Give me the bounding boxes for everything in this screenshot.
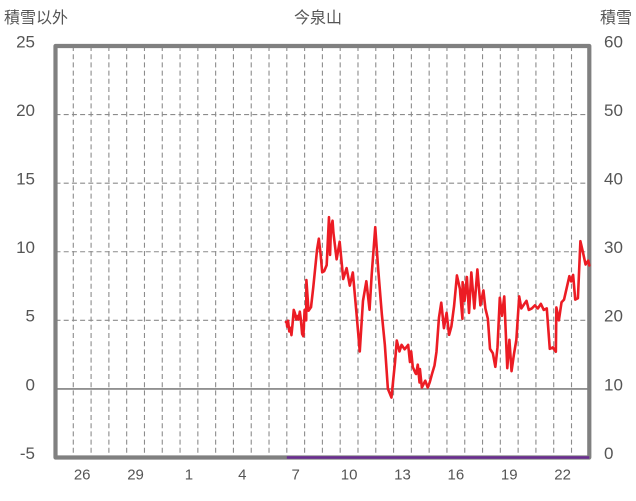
svg-text:16: 16 xyxy=(448,467,465,484)
svg-text:19: 19 xyxy=(501,467,518,484)
svg-text:5: 5 xyxy=(26,307,35,326)
svg-text:22: 22 xyxy=(554,467,571,484)
svg-text:15: 15 xyxy=(16,170,35,189)
svg-text:10: 10 xyxy=(604,375,623,394)
svg-text:25: 25 xyxy=(16,32,35,51)
svg-text:1: 1 xyxy=(185,467,193,484)
svg-text:30: 30 xyxy=(604,238,623,257)
svg-text:0: 0 xyxy=(604,444,613,463)
svg-text:13: 13 xyxy=(394,467,411,484)
svg-text:10: 10 xyxy=(16,238,35,257)
svg-text:-5: -5 xyxy=(20,444,35,463)
svg-text:20: 20 xyxy=(604,307,623,326)
svg-text:10: 10 xyxy=(341,467,358,484)
svg-text:29: 29 xyxy=(127,467,144,484)
svg-text:60: 60 xyxy=(604,32,623,51)
svg-text:26: 26 xyxy=(74,467,91,484)
svg-text:20: 20 xyxy=(16,101,35,120)
svg-text:4: 4 xyxy=(238,467,246,484)
svg-text:7: 7 xyxy=(292,467,300,484)
svg-text:0: 0 xyxy=(26,375,35,394)
svg-text:50: 50 xyxy=(604,101,623,120)
svg-text:40: 40 xyxy=(604,170,623,189)
